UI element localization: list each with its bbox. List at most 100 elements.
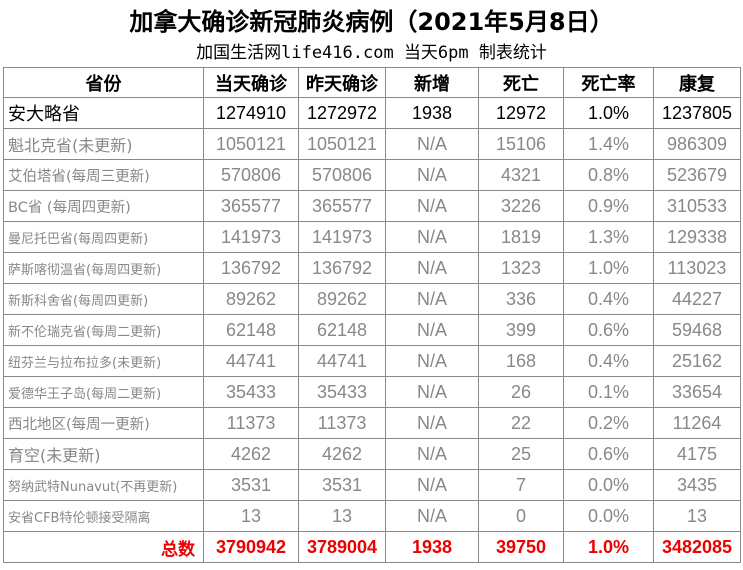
total-row: 总数 3790942 3789004 1938 39750 1.0% 3482085 [3, 531, 741, 563]
row-label: 西北地区(每周一更新) [3, 407, 204, 439]
row-label: 新斯科舍省(每周四更新) [3, 283, 204, 315]
cell: 4262 [203, 438, 299, 470]
data-row: 西北地区(每周一更新) 11373 11373 N/A 22 0.2% 11264 [3, 407, 741, 439]
row-label: 新不伦瑞克省(每周二更新) [3, 314, 204, 346]
cell: 1050121 [203, 128, 299, 160]
data-row: 曼尼托巴省(每周四更新) 141973 141973 N/A 1819 1.3% 12933… [3, 221, 741, 253]
row-label: BC省 (每周四更新) [3, 190, 204, 222]
cell: 0.2% [563, 407, 654, 439]
row-label: 爱德华王子岛(每周二更新) [3, 376, 204, 408]
header-cell: 康复 [653, 67, 741, 98]
row-label: 萨斯喀彻温省(每周四更新) [3, 252, 204, 284]
cell: N/A [385, 221, 479, 253]
cell: 44741 [203, 345, 299, 377]
data-row: 艾伯塔省(每周三更新) 570806 570806 N/A 4321 0.8% 523679 [3, 159, 741, 191]
cell: 1.0% [563, 97, 654, 129]
data-row: 纽芬兰与拉布拉多(未更新) 44741 44741 N/A 168 0.4% 25162 [3, 345, 741, 377]
cell: 35433 [298, 376, 386, 408]
data-row: 努纳武特Nunavut(不再更新) 3531 3531 N/A 7 0.0% 3435 [3, 469, 741, 501]
cell: 11373 [203, 407, 299, 439]
cell: 3226 [478, 190, 564, 222]
cell: 35433 [203, 376, 299, 408]
cell: 1.0% [563, 252, 654, 284]
row-label: 育空(未更新) [3, 438, 204, 470]
cell: 1237805 [653, 97, 741, 129]
subtitle: 加国生活网life416.com 当天6pm 制表统计 [196, 43, 547, 63]
cell: 59468 [653, 314, 741, 346]
cell: N/A [385, 376, 479, 408]
cell: 986309 [653, 128, 741, 160]
header-cell: 新增 [385, 67, 479, 98]
cell: 141973 [298, 221, 386, 253]
cell: 141973 [203, 221, 299, 253]
cell: 523679 [653, 159, 741, 191]
data-row: 新斯科舍省(每周四更新) 89262 89262 N/A 336 0.4% 44227 [3, 283, 741, 315]
data-row: 育空(未更新) 4262 4262 N/A 25 0.6% 4175 [3, 438, 741, 470]
header-cell: 死亡率 [563, 67, 654, 98]
cell: N/A [385, 190, 479, 222]
cell: 399 [478, 314, 564, 346]
cell: 113023 [653, 252, 741, 284]
cell: 1272972 [298, 97, 386, 129]
cell: 33654 [653, 376, 741, 408]
cell: 15106 [478, 128, 564, 160]
cell: 365577 [203, 190, 299, 222]
header-cell: 省份 [3, 67, 204, 98]
cell: 1050121 [298, 128, 386, 160]
cell: 13 [653, 500, 741, 532]
cell: N/A [385, 407, 479, 439]
cell: 168 [478, 345, 564, 377]
cell: 13 [298, 500, 386, 532]
cell: N/A [385, 128, 479, 160]
row-label: 曼尼托巴省(每周四更新) [3, 221, 204, 253]
cell: 11373 [298, 407, 386, 439]
cell: 0.6% [563, 314, 654, 346]
cell: 0.9% [563, 190, 654, 222]
cell: 0.1% [563, 376, 654, 408]
cell: 3789004 [298, 531, 386, 563]
cell: 22 [478, 407, 564, 439]
header-cell: 昨天确诊 [298, 67, 386, 98]
cell: 1938 [385, 97, 479, 129]
cell: 0.8% [563, 159, 654, 191]
cell: N/A [385, 438, 479, 470]
cell: 1274910 [203, 97, 299, 129]
cell: 310533 [653, 190, 741, 222]
row-label: 总数 [3, 531, 204, 563]
cell: 570806 [203, 159, 299, 191]
cell: 4321 [478, 159, 564, 191]
cell: 0.0% [563, 500, 654, 532]
cell: 0.4% [563, 345, 654, 377]
header-cell: 当天确诊 [203, 67, 299, 98]
cell: N/A [385, 500, 479, 532]
cell: N/A [385, 345, 479, 377]
cell: 1.0% [563, 531, 654, 563]
data-row: 安省CFB特伦顿接受隔离 13 13 N/A 0 0.0% 13 [3, 500, 741, 532]
cell: 1938 [385, 531, 479, 563]
cell: 1323 [478, 252, 564, 284]
cell: 0.0% [563, 469, 654, 501]
cell: 12972 [478, 97, 564, 129]
cell: 62148 [298, 314, 386, 346]
data-row: 萨斯喀彻温省(每周四更新) 136792 136792 N/A 1323 1.0% 1130… [3, 252, 741, 284]
cell: 129338 [653, 221, 741, 253]
title: 加拿大确诊新冠肺炎病例（2021年5月8日） [129, 8, 614, 36]
cell: 25 [478, 438, 564, 470]
data-row: 爱德华王子岛(每周二更新) 35433 35433 N/A 26 0.1% 33654 [3, 376, 741, 408]
cell: 3482085 [653, 531, 741, 563]
row-label: 安大略省 [3, 97, 204, 129]
cell: 570806 [298, 159, 386, 191]
header-row: 省份 当天确诊 昨天确诊 新增 死亡 死亡率 康复 [3, 67, 741, 98]
cell: 136792 [203, 252, 299, 284]
case-table: 省份 当天确诊 昨天确诊 新增 死亡 死亡率 康复 安大略省 1274910 1272972 193… [3, 67, 741, 563]
header-cell: 死亡 [478, 67, 564, 98]
cell: 4262 [298, 438, 386, 470]
row-label: 安省CFB特伦顿接受隔离 [3, 500, 204, 532]
row-label: 艾伯塔省(每周三更新) [3, 159, 204, 191]
cell: 39750 [478, 531, 564, 563]
cell: N/A [385, 469, 479, 501]
cell: 89262 [298, 283, 386, 315]
cell: 1.4% [563, 128, 654, 160]
cell: 336 [478, 283, 564, 315]
cell: 3790942 [203, 531, 299, 563]
